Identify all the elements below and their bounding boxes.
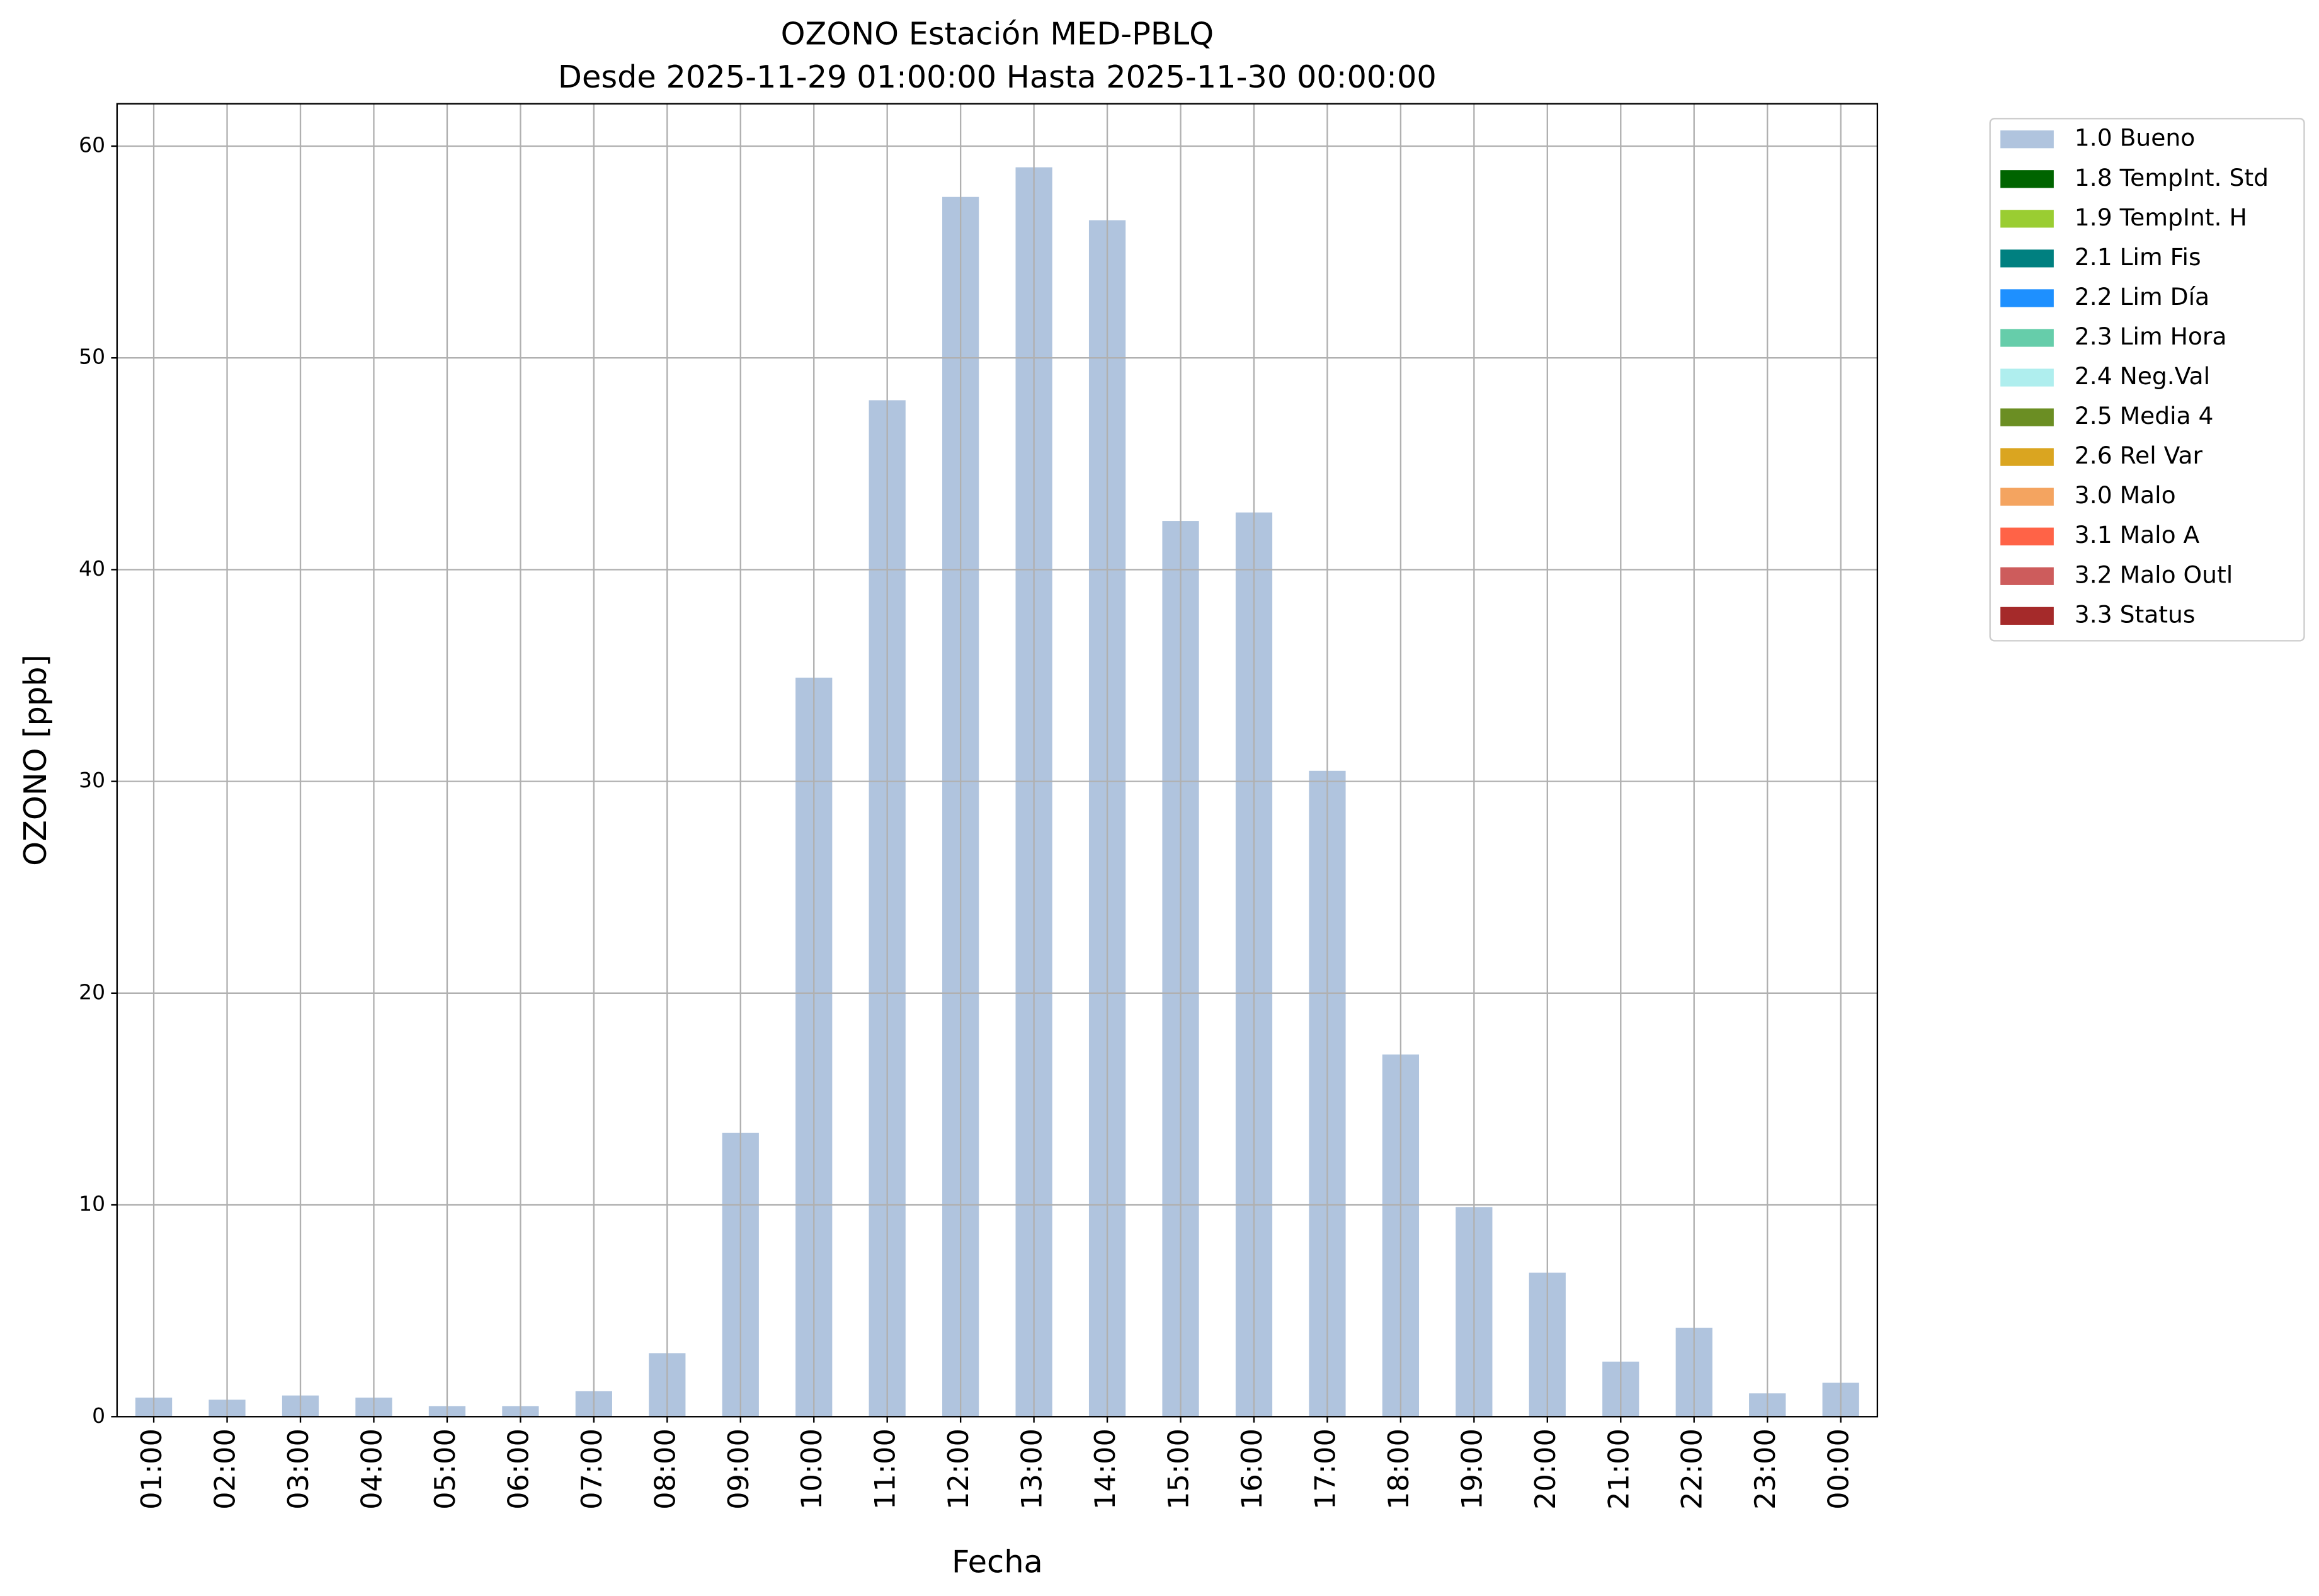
legend-label: 1.9 TempInt. H — [2075, 203, 2247, 231]
legend-swatch — [2000, 210, 2054, 228]
legend-label: 2.2 Lim Día — [2075, 283, 2209, 311]
legend-swatch — [2000, 368, 2054, 387]
legend-swatch — [2000, 289, 2054, 307]
x-tick-label: 02:00 — [209, 1428, 242, 1510]
x-tick-label: 15:00 — [1163, 1428, 1195, 1510]
legend-swatch — [2000, 249, 2054, 268]
legend-swatch — [2000, 607, 2054, 625]
x-tick-label: 11:00 — [869, 1428, 902, 1510]
chart-title: OZONO Estación MED-PBLQ — [781, 16, 1214, 52]
x-tick-label: 05:00 — [429, 1428, 462, 1510]
x-axis-label: Fecha — [952, 1543, 1043, 1580]
x-tick-label: 17:00 — [1309, 1428, 1342, 1510]
x-tick-label: 22:00 — [1676, 1428, 1709, 1510]
x-tick-label: 03:00 — [282, 1428, 315, 1510]
plot-frame — [116, 103, 1879, 1418]
legend-label: 3.2 Malo Outl — [2075, 561, 2233, 588]
x-tick-label: 14:00 — [1089, 1428, 1122, 1510]
x-tick-label: 20:00 — [1529, 1428, 1562, 1510]
legend-swatch — [2000, 408, 2054, 426]
legend-label: 2.4 Neg.Val — [2075, 362, 2210, 390]
legend-label: 2.5 Media 4 — [2075, 402, 2214, 430]
x-tick-label: 18:00 — [1382, 1428, 1415, 1510]
x-tick-label: 16:00 — [1236, 1428, 1268, 1510]
legend-swatch — [2000, 130, 2054, 149]
legend-swatch — [2000, 487, 2054, 506]
x-tick-label: 04:00 — [355, 1428, 388, 1510]
x-tick-label: 08:00 — [649, 1428, 681, 1510]
legend-label: 2.3 Lim Hora — [2075, 322, 2227, 350]
legend-swatch — [2000, 567, 2054, 585]
y-tick-label: 10 — [79, 1192, 105, 1216]
legend-swatch — [2000, 448, 2054, 466]
chart-subtitle: Desde 2025-11-29 01:00:00 Hasta 2025-11-… — [558, 59, 1437, 95]
legend-label: 3.1 Malo A — [2075, 521, 2200, 549]
legend-swatch — [2000, 527, 2054, 545]
y-axis-label: OZONO [ppb] — [17, 654, 54, 866]
y-tick-label: 40 — [79, 556, 105, 581]
legend-label: 3.3 Status — [2075, 600, 2196, 628]
legend-label: 3.0 Malo — [2075, 481, 2176, 509]
y-tick-label: 20 — [79, 979, 105, 1004]
y-tick-label: 0 — [92, 1403, 105, 1428]
x-tick-label: 10:00 — [795, 1428, 828, 1510]
x-tick-label: 09:00 — [722, 1428, 755, 1510]
legend-label: 1.0 Bueno — [2075, 124, 2195, 152]
legend-box — [1989, 118, 2305, 642]
x-tick-label: 00:00 — [1823, 1428, 1855, 1510]
legend-label: 2.1 Lim Fis — [2075, 243, 2201, 271]
legend-swatch — [2000, 329, 2054, 347]
legend-label: 2.6 Rel Var — [2075, 442, 2203, 469]
x-tick-label: 13:00 — [1016, 1428, 1049, 1510]
legend-swatch — [2000, 170, 2054, 188]
x-tick-label: 07:00 — [576, 1428, 608, 1510]
legend-label: 1.8 TempInt. Std — [2075, 164, 2269, 191]
y-tick-label: 60 — [79, 132, 105, 157]
x-tick-label: 19:00 — [1456, 1428, 1488, 1510]
x-tick-label: 21:00 — [1602, 1428, 1635, 1510]
x-tick-label: 23:00 — [1749, 1428, 1782, 1510]
x-tick-label: 12:00 — [942, 1428, 975, 1510]
x-tick-label: 01:00 — [135, 1428, 168, 1510]
x-tick-label: 06:00 — [502, 1428, 535, 1510]
y-tick-label: 50 — [79, 345, 105, 369]
y-tick-label: 30 — [79, 768, 105, 792]
